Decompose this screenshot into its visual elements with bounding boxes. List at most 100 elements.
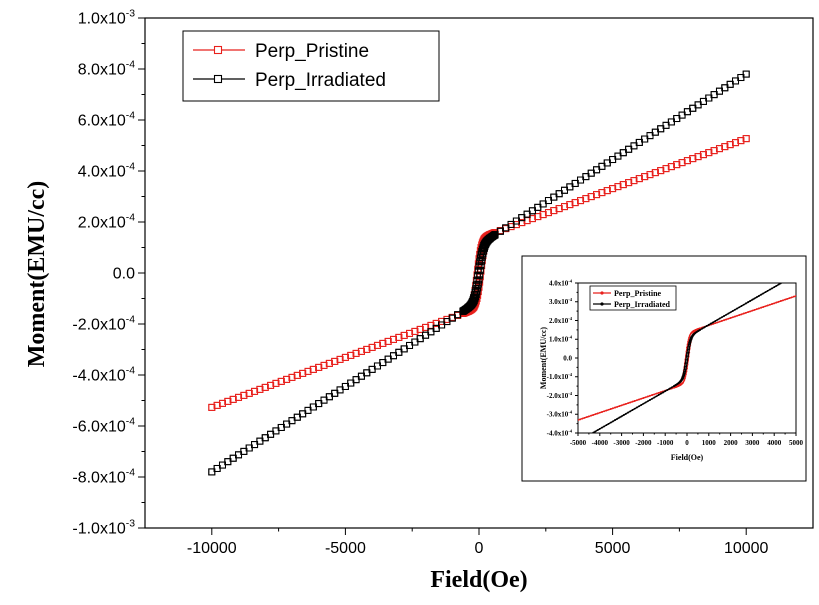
main-data-point [550, 207, 558, 215]
main-data-point [229, 395, 237, 403]
main-data-point [379, 339, 387, 347]
legend-marker-irradiated [213, 74, 223, 84]
main-data-point [528, 215, 536, 223]
main-data-point [673, 161, 681, 169]
inset-data-point [592, 414, 595, 416]
inset-data-point [605, 409, 608, 412]
inset-data-point [720, 316, 723, 319]
inset-data-point [578, 419, 579, 421]
main-data-point [478, 257, 486, 265]
inset-data-point [657, 394, 660, 396]
inset-data-point [635, 406, 638, 409]
inset-data-point [686, 358, 689, 361]
inset-y-tick-label: 0.0 [563, 354, 572, 362]
inset-data-point [682, 376, 685, 378]
inset-data-point [740, 305, 743, 307]
main-data-point [534, 213, 542, 221]
main-data-point [471, 295, 479, 303]
inset-data-point [687, 355, 689, 357]
inset-data-point [747, 301, 749, 304]
inset-data-point [701, 327, 704, 330]
inset-legend-label-pristine: Perp_Pristine [614, 289, 662, 298]
main-data-point [699, 151, 707, 159]
main-data-point [478, 253, 486, 261]
inset-x-axis: -5000 -4000 -3000 -2000 -1000 0 1000 2000 3000 40… [570, 433, 804, 447]
main-y-tick-label: 4.0x10-4 [78, 161, 136, 180]
inset-data-point [683, 377, 686, 380]
inset-data-point [668, 387, 671, 390]
inset-data-point [729, 317, 732, 319]
inset-data-point [688, 348, 691, 351]
inset-data-point [714, 322, 717, 325]
inset-data-point [655, 392, 658, 395]
inset-data-point [727, 312, 730, 315]
legend-marker-pristine [213, 45, 223, 55]
main-x-tick-label: -10000 [187, 540, 237, 557]
main-data-point [477, 262, 485, 270]
inset-data-point [788, 297, 791, 300]
inset-data-point [731, 316, 734, 319]
main-data-point [288, 373, 296, 381]
inset-data-point [603, 410, 606, 413]
inset-data-point [771, 287, 773, 290]
main-data-point [705, 149, 713, 157]
inset-data-point [688, 345, 691, 348]
inset-data-point [699, 327, 701, 330]
inset-data-point [718, 320, 721, 323]
main-data-point [299, 369, 307, 377]
main-y-tick-label: 1.0x10-3 [78, 8, 136, 27]
inset-data-point [740, 313, 743, 316]
inset-data-point [742, 303, 745, 306]
inset-data-point [749, 310, 752, 313]
inset-data-point [588, 415, 590, 418]
inset-data-point [725, 313, 728, 316]
main-data-point [710, 147, 718, 155]
inset-data-point [749, 300, 752, 302]
main-data-point [240, 391, 248, 399]
inset-data-point [638, 398, 640, 401]
inset-data-point [710, 322, 712, 325]
main-y-tick-label: 2.0x10-4 [78, 212, 136, 231]
inset-data-point [642, 402, 645, 405]
inset-data-point [687, 345, 689, 348]
main-data-point [582, 195, 590, 203]
main-series-group [208, 70, 750, 476]
inset-data-point [689, 342, 692, 345]
main-data-point [235, 393, 243, 401]
main-data-point [384, 337, 392, 345]
inset-data-point [736, 314, 739, 317]
main-data-point [476, 271, 484, 279]
inset-data-point [753, 309, 756, 311]
inset-data-point [581, 417, 584, 420]
inset-data-point [682, 373, 685, 376]
inset-data-point [607, 422, 610, 425]
inset-data-point [683, 372, 686, 375]
main-data-point [646, 171, 654, 179]
inset-data-point [712, 322, 715, 325]
inset-data-point [631, 409, 634, 411]
inset-data-point [738, 306, 741, 309]
main-data-point [566, 201, 574, 209]
inset-data-point [775, 284, 778, 287]
inset-data-point [649, 399, 651, 401]
legend-item-irradiated: Perp_Irradiated [193, 70, 386, 91]
inset-x-tick-label: -5000 [570, 439, 587, 447]
inset-plot: -4.0x10-4 -3.0x10-4 -2.0x10-4 -1.0x10-4 0.0 1… [521, 255, 807, 482]
inset-data-point [685, 355, 688, 358]
main-data-point [619, 181, 627, 189]
inset-legend-item-pristine: Perp_Pristine [593, 289, 662, 298]
main-data-point [395, 333, 403, 341]
inset-data-point [651, 394, 654, 396]
main-data-point [315, 363, 323, 371]
inset-data-point [768, 303, 771, 306]
main-data-point [218, 399, 226, 407]
inset-data-point [683, 374, 686, 377]
main-data-point [251, 387, 259, 395]
inset-data-point [633, 407, 636, 410]
inset-data-point [585, 416, 588, 419]
main-data-point [694, 153, 702, 161]
main-data-point [587, 193, 595, 201]
main-data-point [368, 343, 376, 351]
main-x-tick-label: 0 [475, 540, 484, 557]
